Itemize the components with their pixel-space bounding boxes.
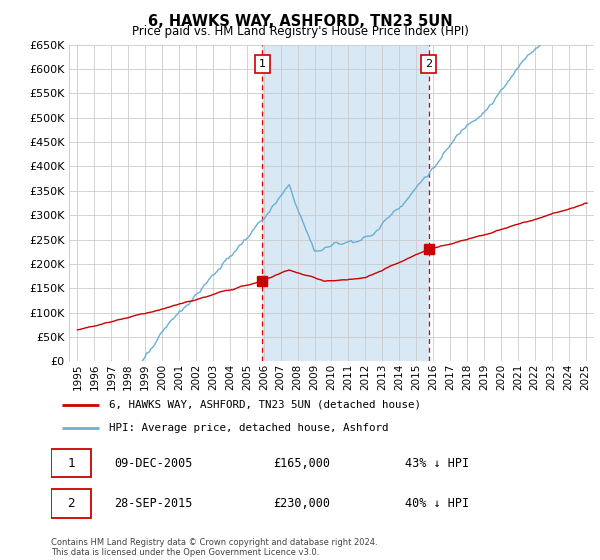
Text: 1: 1 [67, 456, 74, 470]
Text: £230,000: £230,000 [273, 497, 330, 510]
Text: 40% ↓ HPI: 40% ↓ HPI [405, 497, 469, 510]
Text: 1: 1 [259, 59, 266, 69]
Text: 6, HAWKS WAY, ASHFORD, TN23 5UN (detached house): 6, HAWKS WAY, ASHFORD, TN23 5UN (detache… [109, 400, 421, 410]
Text: 2: 2 [425, 59, 433, 69]
Text: 6, HAWKS WAY, ASHFORD, TN23 5UN: 6, HAWKS WAY, ASHFORD, TN23 5UN [148, 14, 452, 29]
Text: 09-DEC-2005: 09-DEC-2005 [115, 456, 193, 470]
Text: Price paid vs. HM Land Registry's House Price Index (HPI): Price paid vs. HM Land Registry's House … [131, 25, 469, 38]
FancyBboxPatch shape [51, 489, 91, 518]
Text: Contains HM Land Registry data © Crown copyright and database right 2024.
This d: Contains HM Land Registry data © Crown c… [51, 538, 377, 557]
Text: HPI: Average price, detached house, Ashford: HPI: Average price, detached house, Ashf… [109, 423, 389, 433]
Text: £165,000: £165,000 [273, 456, 330, 470]
Text: 28-SEP-2015: 28-SEP-2015 [115, 497, 193, 510]
FancyBboxPatch shape [51, 449, 91, 477]
Text: 2: 2 [67, 497, 74, 510]
Bar [262, 45, 429, 361]
Text: 43% ↓ HPI: 43% ↓ HPI [405, 456, 469, 470]
